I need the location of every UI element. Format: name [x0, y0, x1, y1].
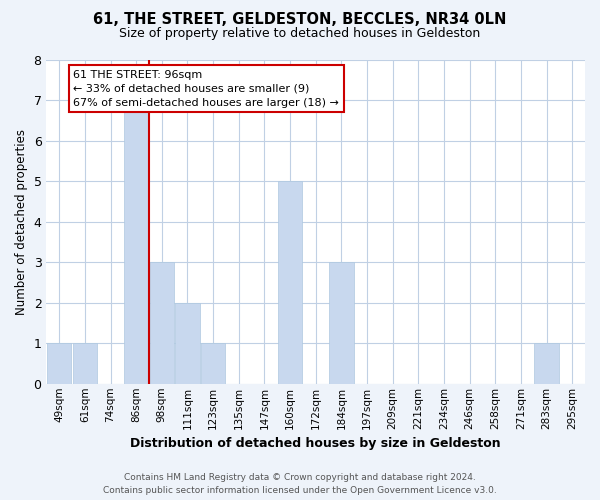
Text: Size of property relative to detached houses in Geldeston: Size of property relative to detached ho… — [119, 28, 481, 40]
Bar — [47, 344, 71, 384]
X-axis label: Distribution of detached houses by size in Geldeston: Distribution of detached houses by size … — [130, 437, 501, 450]
Bar — [329, 262, 353, 384]
Y-axis label: Number of detached properties: Number of detached properties — [15, 129, 28, 315]
Bar — [73, 344, 97, 384]
Text: 61, THE STREET, GELDESTON, BECCLES, NR34 0LN: 61, THE STREET, GELDESTON, BECCLES, NR34… — [94, 12, 506, 28]
Text: Contains HM Land Registry data © Crown copyright and database right 2024.
Contai: Contains HM Land Registry data © Crown c… — [103, 474, 497, 495]
Bar — [175, 303, 200, 384]
Bar — [201, 344, 226, 384]
Text: 61 THE STREET: 96sqm
← 33% of detached houses are smaller (9)
67% of semi-detach: 61 THE STREET: 96sqm ← 33% of detached h… — [73, 70, 339, 108]
Bar — [149, 262, 174, 384]
Bar — [535, 344, 559, 384]
Bar — [124, 100, 148, 384]
Bar — [278, 182, 302, 384]
